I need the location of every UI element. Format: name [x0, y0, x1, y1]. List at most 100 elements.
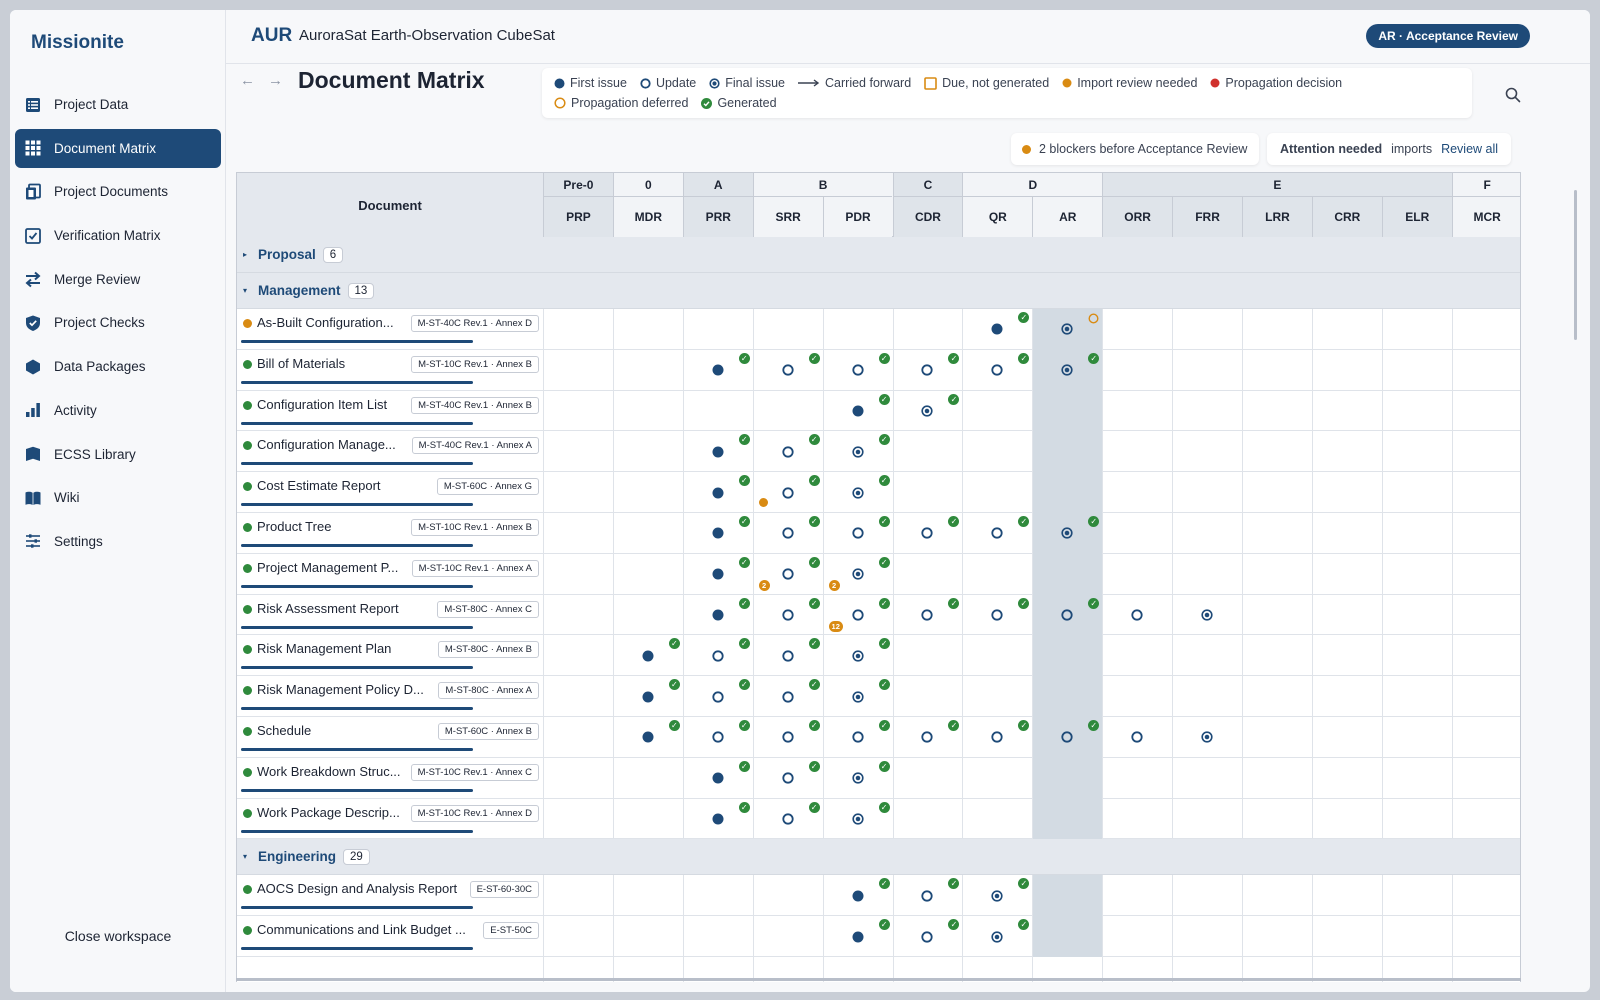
marker-update[interactable] [712, 690, 724, 703]
marker-final[interactable] [991, 930, 1003, 943]
table-row[interactable] [237, 513, 1520, 554]
sidebar-item-wiki[interactable]: Wiki [15, 478, 221, 517]
marker-first[interactable] [712, 772, 724, 784]
document-cell[interactable]: Risk Assessment Report M-ST-80C · Annex C [237, 595, 543, 636]
document-name[interactable]: Cost Estimate Report [257, 478, 381, 494]
document-name[interactable]: Schedule [257, 723, 312, 738]
marker-first[interactable] [712, 364, 724, 376]
marker-final[interactable] [851, 568, 864, 580]
marker-first[interactable] [712, 446, 724, 458]
sidebar-item-document-matrix[interactable]: Document Matrix [15, 128, 221, 168]
marker-final[interactable] [921, 405, 934, 417]
document-name[interactable]: Work Breakdown Struc... [257, 763, 401, 779]
marker-update[interactable] [851, 731, 864, 743]
marker-first[interactable] [642, 731, 654, 743]
review-header-ar[interactable]: AR [1032, 197, 1103, 237]
table-row[interactable] [237, 676, 1520, 717]
sidebar-item-data-packages[interactable]: Data Packages [15, 347, 221, 386]
search-icon[interactable] [1503, 85, 1523, 105]
marker-update[interactable] [1061, 609, 1073, 621]
document-name[interactable]: Work Package Descrip... [257, 804, 400, 820]
document-name[interactable]: AOCS Design and Analysis Report [257, 881, 458, 897]
table-row[interactable] [237, 391, 1520, 432]
marker-update[interactable] [712, 731, 724, 743]
table-row[interactable] [237, 758, 1520, 799]
sidebar-item-project-checks[interactable]: Project Checks [15, 303, 221, 342]
marker-update[interactable] [1131, 609, 1143, 621]
sidebar-item-merge-review[interactable]: Merge Review [15, 260, 221, 299]
marker-first[interactable] [852, 890, 864, 902]
marker-update[interactable] [921, 731, 934, 743]
review-header-orr[interactable]: ORR [1102, 197, 1173, 237]
review-header-elr[interactable]: ELR [1381, 197, 1452, 237]
marker-final[interactable] [851, 772, 864, 784]
import-review-badge[interactable]: 12 [828, 620, 843, 632]
marker-final[interactable] [851, 690, 864, 703]
marker-update[interactable] [991, 364, 1003, 376]
forward-arrow-icon[interactable]: → [268, 72, 283, 89]
marker-update[interactable] [782, 527, 794, 539]
marker-update[interactable] [782, 772, 794, 784]
document-cell[interactable]: Risk Management Policy D... M-ST-80C · An… [237, 676, 543, 717]
caret-icon[interactable]: ▾ [243, 286, 248, 295]
marker-final[interactable] [1201, 609, 1213, 621]
review-header-qr[interactable]: QR [962, 197, 1033, 237]
document-cell[interactable]: As-Built Configuration... M-ST-40C Rev.1 … [237, 309, 543, 350]
sidebar-item-project-data[interactable]: Project Data [15, 85, 221, 124]
blockers-notice[interactable]: 2 blockers before Acceptance Review [1011, 133, 1259, 165]
document-name[interactable]: Configuration Item List [257, 396, 388, 412]
vertical-scrollbar[interactable] [1574, 190, 1577, 340]
import-review-badge[interactable]: 2 [828, 579, 840, 591]
group-row-engineering[interactable]: ▾ Engineering 29 [237, 839, 1520, 876]
document-name[interactable]: As-Built Configuration... [257, 315, 394, 330]
table-row[interactable] [237, 875, 1520, 917]
table-row[interactable] [237, 595, 1520, 636]
document-name[interactable]: Project Management P... [257, 559, 399, 575]
table-row[interactable] [237, 350, 1520, 391]
back-arrow-icon[interactable]: ← [240, 72, 255, 89]
document-cell[interactable]: Configuration Manage... M-ST-40C Rev.1 · … [237, 431, 543, 472]
close-workspace-button[interactable]: Close workspace [64, 928, 172, 944]
horizontal-scrollbar[interactable] [236, 978, 1521, 981]
marker-update[interactable] [851, 527, 864, 539]
marker-first[interactable] [642, 691, 654, 703]
brand-logo[interactable]: Missionite [31, 32, 124, 53]
marker-update[interactable] [921, 890, 934, 902]
sidebar-item-ecss-library[interactable]: ECSS Library [15, 435, 221, 474]
propagation-deferred-icon[interactable] [1088, 312, 1099, 324]
marker-first[interactable] [852, 931, 864, 943]
table-row[interactable] [237, 799, 1520, 840]
marker-update[interactable] [782, 690, 794, 703]
document-cell[interactable]: Risk Management Plan M-ST-80C · Annex B [237, 635, 543, 676]
document-cell[interactable]: Project Management P... M-ST-10C Rev.1 · … [237, 554, 543, 595]
table-row[interactable] [237, 554, 1520, 595]
document-cell[interactable]: Schedule M-ST-60C · Annex B [237, 717, 543, 758]
marker-final[interactable] [991, 890, 1003, 902]
review-header-pdr[interactable]: PDR [822, 197, 893, 237]
marker-update[interactable] [1061, 731, 1073, 743]
document-name[interactable]: Risk Assessment Report [257, 600, 399, 616]
marker-first[interactable] [712, 527, 724, 539]
document-name[interactable]: Communications and Link Budget ... [257, 922, 466, 938]
group-row-management[interactable]: ▾ Management 13 [237, 273, 1520, 309]
import-review-badge[interactable]: 2 [758, 579, 770, 591]
caret-icon[interactable]: ▸ [243, 250, 248, 259]
marker-first[interactable] [642, 650, 654, 662]
marker-update[interactable] [1131, 731, 1143, 743]
marker-update[interactable] [782, 650, 794, 662]
marker-update[interactable] [991, 731, 1003, 743]
caret-icon[interactable]: ▾ [243, 852, 248, 862]
marker-first[interactable] [712, 568, 724, 580]
document-cell[interactable]: Work Package Descrip... M-ST-10C Rev.1 · … [237, 799, 543, 840]
group-row-proposal[interactable]: ▸ Proposal 6 [237, 237, 1520, 273]
document-cell[interactable]: Bill of Materials M-ST-10C Rev.1 · Annex … [237, 350, 543, 391]
import-review-badge[interactable] [758, 498, 768, 508]
review-header-cdr[interactable]: CDR [892, 197, 963, 237]
document-cell[interactable]: Work Breakdown Struc... M-ST-10C Rev.1 · … [237, 758, 543, 799]
review-header-frr[interactable]: FRR [1172, 197, 1242, 237]
phase-badge[interactable]: AR · Acceptance Review [1366, 24, 1530, 48]
marker-final[interactable] [1061, 323, 1073, 335]
document-cell[interactable]: Communications and Link Budget ... E-ST-5… [237, 916, 543, 957]
marker-final[interactable] [1201, 731, 1213, 743]
review-header-prr[interactable]: PRR [682, 197, 753, 237]
